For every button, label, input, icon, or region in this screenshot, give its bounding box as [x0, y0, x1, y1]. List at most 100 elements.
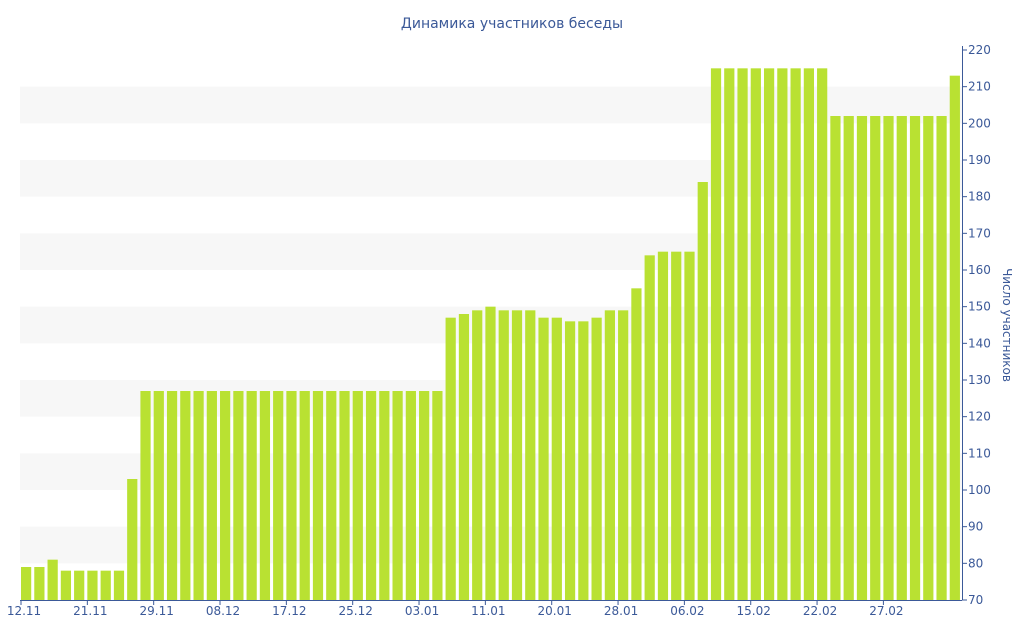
y-tick-label: 210: [968, 80, 991, 94]
bar[interactable]: [166, 391, 178, 600]
bar[interactable]: [817, 68, 828, 601]
x-tick-label: 11.01: [471, 604, 505, 618]
bar[interactable]: [710, 68, 722, 601]
chart-title: Динамика участников беседы: [401, 16, 623, 32]
bar[interactable]: [87, 570, 98, 600]
bar[interactable]: [246, 391, 257, 600]
bar[interactable]: [551, 317, 562, 600]
bar[interactable]: [618, 310, 629, 600]
bar[interactable]: [74, 570, 85, 600]
bar[interactable]: [896, 116, 907, 600]
y-tick-label: 220: [968, 43, 991, 57]
x-tick-label: 15.02: [737, 604, 771, 618]
y-tick-label: 70: [968, 593, 983, 607]
bar[interactable]: [233, 391, 244, 600]
bar[interactable]: [445, 317, 456, 600]
x-tick-label: 28.01: [604, 604, 638, 618]
y-tick-label: 100: [968, 483, 991, 497]
bar[interactable]: [472, 310, 483, 600]
bar[interactable]: [140, 391, 151, 600]
bar[interactable]: [485, 306, 496, 600]
bar[interactable]: [21, 567, 32, 600]
y-tick-label: 80: [968, 556, 983, 570]
bar[interactable]: [299, 391, 310, 600]
bar[interactable]: [312, 391, 324, 600]
bar[interactable]: [153, 391, 164, 600]
bars: [21, 68, 960, 601]
x-tick-label: 03.01: [405, 604, 439, 618]
y-tick-label: 190: [968, 153, 991, 167]
bar[interactable]: [936, 116, 947, 600]
bar[interactable]: [923, 116, 934, 600]
bar[interactable]: [352, 391, 363, 600]
bar[interactable]: [777, 68, 788, 601]
y-tick-label: 170: [968, 226, 991, 240]
y-axis: 70 80 90 100 110 120 130 140 150 160 170 180 190 200 2…: [962, 43, 991, 607]
y-tick-label: 150: [968, 300, 991, 314]
bar[interactable]: [193, 391, 204, 600]
x-tick-label: 29.11: [139, 604, 173, 618]
bar[interactable]: [259, 391, 271, 600]
bar[interactable]: [671, 251, 682, 600]
bar[interactable]: [326, 391, 337, 600]
y-tick-label: 180: [968, 190, 991, 204]
bar[interactable]: [47, 559, 58, 600]
bar[interactable]: [883, 116, 894, 600]
y-tick-label: 90: [968, 520, 983, 534]
bar[interactable]: [339, 391, 350, 600]
bar[interactable]: [763, 68, 775, 601]
bar[interactable]: [100, 570, 111, 600]
bar[interactable]: [697, 182, 708, 600]
bar[interactable]: [657, 251, 669, 600]
bar[interactable]: [564, 321, 576, 600]
bar[interactable]: [631, 288, 642, 600]
bar[interactable]: [949, 75, 960, 600]
x-tick-label: 20.01: [538, 604, 572, 618]
bar[interactable]: [830, 116, 841, 600]
bar[interactable]: [525, 310, 536, 600]
bar[interactable]: [498, 310, 509, 600]
bar[interactable]: [60, 570, 72, 600]
bar[interactable]: [365, 391, 377, 600]
bar[interactable]: [538, 317, 549, 600]
bar[interactable]: [856, 116, 868, 600]
y-tick-label: 200: [968, 116, 991, 130]
y-tick-label: 120: [968, 410, 991, 424]
bar[interactable]: [286, 391, 297, 600]
bar[interactable]: [180, 391, 191, 600]
bar[interactable]: [591, 317, 602, 600]
y-tick-label: 110: [968, 446, 991, 460]
bar[interactable]: [220, 391, 231, 600]
bar[interactable]: [843, 116, 854, 600]
bar[interactable]: [803, 68, 815, 601]
bar[interactable]: [644, 255, 655, 601]
bar[interactable]: [684, 251, 695, 600]
bar[interactable]: [870, 116, 881, 600]
bar[interactable]: [273, 391, 284, 600]
bar[interactable]: [206, 391, 217, 600]
x-tick-label: 08.12: [206, 604, 240, 618]
x-tick-label: 21.11: [73, 604, 107, 618]
bar[interactable]: [127, 479, 138, 600]
bar[interactable]: [458, 314, 470, 600]
bar[interactable]: [392, 391, 403, 600]
y-tick-label: 160: [968, 263, 991, 277]
bar[interactable]: [379, 391, 390, 600]
bar[interactable]: [909, 116, 921, 600]
bar[interactable]: [113, 570, 125, 600]
bar[interactable]: [604, 310, 615, 600]
bar[interactable]: [737, 68, 748, 601]
x-tick-label: 12.11: [7, 604, 41, 618]
bar[interactable]: [724, 68, 735, 601]
x-tick-label: 25.12: [339, 604, 373, 618]
y-axis-title: Число участников: [1000, 268, 1014, 382]
bar[interactable]: [578, 321, 589, 600]
bar[interactable]: [750, 68, 761, 601]
bar[interactable]: [511, 310, 523, 600]
bar[interactable]: [34, 567, 45, 600]
bar[interactable]: [419, 391, 430, 600]
bar[interactable]: [432, 391, 443, 600]
bar[interactable]: [405, 391, 416, 600]
bar[interactable]: [790, 68, 801, 601]
